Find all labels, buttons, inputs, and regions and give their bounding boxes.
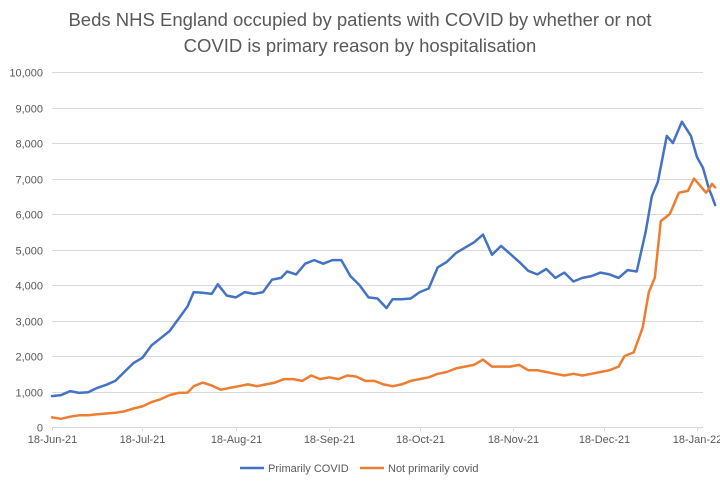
chart-title-line-1: Beds NHS England occupied by patients wi… <box>68 9 652 30</box>
x-tick-label: 18-Oct-21 <box>396 434 445 446</box>
series-line-not-primarily-covid <box>50 177 717 421</box>
x-tick-label: 18-Nov-21 <box>488 434 539 446</box>
y-tick-label: 2,000 <box>15 352 43 364</box>
legend-label: Primarily COVID <box>268 463 349 475</box>
x-tick-label: 18-Jan-22 <box>673 434 720 446</box>
x-tick-label: 18-Dec-21 <box>579 434 630 446</box>
x-tick-label: 18-Sep-21 <box>304 434 355 446</box>
x-tick-label: 18-Jun-21 <box>28 434 78 446</box>
y-tick-label: 1,000 <box>15 388 43 400</box>
x-tick-label: 18-Aug-21 <box>211 434 262 446</box>
series-line-primarily-covid <box>50 120 717 398</box>
y-tick-label: 3,000 <box>15 317 43 329</box>
y-tick-label: 5,000 <box>15 246 43 258</box>
y-tick-label: 4,000 <box>15 281 43 293</box>
x-tick-label: 18-Jul-21 <box>120 434 166 446</box>
y-tick-label: 7,000 <box>15 175 43 187</box>
y-tick-label: 6,000 <box>15 210 43 222</box>
legend-label: Not primarily covid <box>388 463 478 475</box>
y-tick-label: 0 <box>37 423 43 435</box>
y-tick-label: 9,000 <box>15 104 43 116</box>
y-tick-label: 10,000 <box>9 68 43 80</box>
y-tick-label: 8,000 <box>15 139 43 151</box>
chart-title-line-2: COVID is primary reason by hospitalisati… <box>183 35 537 56</box>
